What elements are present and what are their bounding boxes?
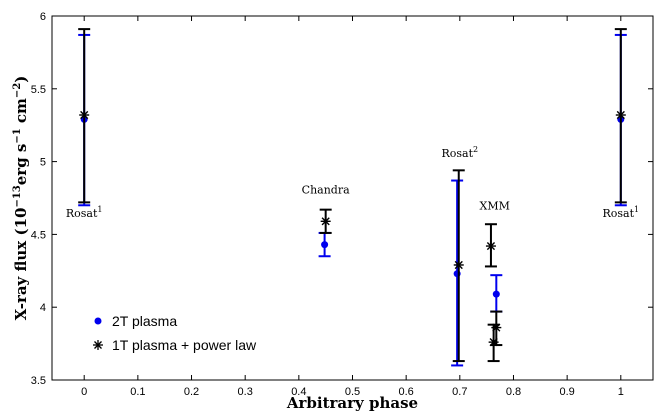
y-axis-title-exponent: −1 [12, 128, 23, 143]
annotation-text: Rosat [66, 207, 98, 220]
x-tick-label: 0.1 [130, 386, 145, 398]
x-tick-label: 0.2 [184, 386, 199, 398]
y-tick-label: 3.5 [31, 375, 46, 387]
annotation-label: Chandra [302, 184, 350, 197]
annotation-superscript: 2 [473, 145, 478, 154]
x-tick-label: 0.5 [345, 386, 360, 398]
plot-area [51, 15, 654, 381]
y-axis-title-part: ) [12, 76, 30, 83]
y-axis-title-part: erg s [12, 144, 30, 186]
legend-label-1t: 1T plasma + power law [112, 337, 257, 353]
x-tick-label: 0.6 [399, 386, 414, 398]
x-tick-label: 0.4 [291, 386, 306, 398]
annotation-text: Rosat [442, 147, 474, 160]
y-axis-title: X-ray flux (10−13erg s−1 cm−2) [12, 76, 30, 321]
asterisk-marker [615, 110, 626, 121]
y-axis-ticks: 3.5 4 4.5 5 5.5 6 [31, 11, 653, 387]
x-tick-label: 0.7 [452, 386, 467, 398]
y-tick-label: 4 [40, 302, 46, 314]
annotation-text: Chandra [302, 184, 350, 197]
point-1t-plasma-power-law [78, 28, 91, 204]
annotation-text: Rosat [602, 207, 634, 220]
annotation-text: XMM [480, 200, 510, 213]
y-axis-title-part: X-ray flux (10 [12, 208, 30, 321]
y-axis-title-exponent: −2 [12, 83, 23, 98]
annotation-label: Rosat1 [66, 205, 103, 220]
x-tick-label: 0.9 [559, 386, 574, 398]
annotation-label: Rosat1 [602, 205, 639, 220]
x-tick-label: 0 [81, 386, 87, 398]
y-axis-title-exponent: −13 [12, 185, 23, 207]
asterisk-marker [79, 110, 90, 121]
legend: 2T plasma 1T plasma + power law [93, 313, 257, 353]
point-1t-plasma-power-law [487, 323, 500, 363]
asterisk-marker [453, 259, 464, 270]
annotation-superscript: 1 [97, 205, 102, 214]
legend-dot-marker [94, 317, 102, 325]
annotation-superscript: 1 [634, 205, 639, 214]
x-axis-title: Arbitrary phase [286, 394, 418, 412]
legend-label-2t: 2T plasma [112, 313, 177, 329]
y-tick-label: 6 [40, 11, 46, 23]
dot-marker [492, 290, 500, 298]
x-tick-label: 0.8 [506, 386, 521, 398]
y-tick-label: 5.5 [31, 84, 46, 96]
legend-asterisk-marker [93, 340, 103, 350]
point-1t-plasma-power-law [614, 28, 627, 204]
x-tick-label: 1 [618, 386, 624, 398]
y-tick-label: 4.5 [31, 229, 46, 241]
asterisk-marker [320, 216, 331, 227]
point-1t-plasma-power-law [452, 169, 465, 363]
dot-marker [321, 241, 329, 249]
y-axis-title-part: cm [12, 98, 30, 128]
asterisk-marker [488, 337, 499, 348]
data-marks [78, 28, 627, 367]
x-axis-ticks: 0 0.1 0.2 0.3 0.4 0.5 0.6 0.7 0.8 0.9 1 [81, 16, 624, 398]
y-tick-label: 5 [40, 157, 46, 169]
annotation-label: XMM [480, 200, 510, 213]
point-1t-plasma-power-law [484, 223, 497, 268]
annotation-label: Rosat2 [442, 145, 479, 160]
x-tick-label: 0.3 [238, 386, 253, 398]
point-1t-plasma-power-law [319, 208, 332, 234]
asterisk-marker [485, 241, 496, 252]
